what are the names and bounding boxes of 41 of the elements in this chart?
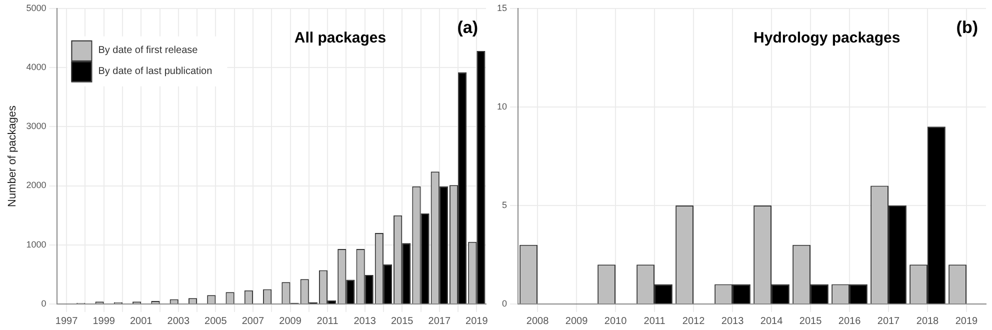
x-tick-label: 2013	[721, 316, 744, 327]
x-tick-label: 2017	[428, 316, 451, 327]
x-tick-label: 2005	[204, 316, 228, 327]
x-tick-label: 2009	[565, 316, 588, 327]
x-tick-label: 2019	[466, 316, 488, 327]
x-tick-label: 2008	[526, 316, 550, 327]
y-tick-label: 10	[496, 101, 508, 112]
y-tick-label: 1000	[26, 239, 46, 250]
x-tick-label: 1997	[55, 316, 78, 327]
x-tick-label: 2019	[955, 316, 978, 327]
x-tick-label: 2001	[130, 316, 153, 327]
y-tick-label: 0	[41, 298, 46, 308]
y-tick-label: 5000	[26, 2, 46, 13]
y-tick-label: 0	[502, 298, 508, 308]
x-tick-label: 1999	[92, 316, 116, 327]
legend-label: By date of last publication	[98, 66, 212, 78]
annotation: (b)	[956, 18, 978, 38]
x-tick-label: 2016	[838, 316, 862, 327]
x-tick-label: 2014	[760, 316, 784, 327]
y-tick-label: 2000	[26, 180, 46, 190]
annotation: (a)	[457, 18, 478, 38]
x-tick-label: 2015	[390, 316, 414, 327]
x-tick-label: 2018	[916, 316, 940, 327]
x-tick-label: 2010	[604, 316, 628, 327]
x-tick-label: 2007	[242, 316, 265, 327]
x-tick-label: 2013	[354, 316, 376, 327]
y-axis-title: Number of packages	[6, 104, 19, 207]
y-tick-label: 4000	[26, 62, 46, 72]
x-tick-label: 2012	[682, 316, 706, 327]
x-tick-label: 2017	[877, 316, 900, 327]
y-tick-label: 15	[496, 2, 508, 13]
legend-label: By date of first release	[98, 45, 198, 56]
x-tick-label: 2011	[316, 316, 339, 327]
text: All packages	[294, 30, 386, 47]
x-tick-label: 2003	[167, 316, 190, 327]
y-tick-label: 3000	[26, 121, 46, 132]
x-tick-label: 2015	[799, 316, 822, 327]
text: Hydrology packages	[754, 30, 900, 47]
x-tick-label: 2011	[644, 316, 666, 327]
x-tick-label: 2009	[279, 316, 302, 327]
y-tick-label: 5	[502, 200, 508, 210]
